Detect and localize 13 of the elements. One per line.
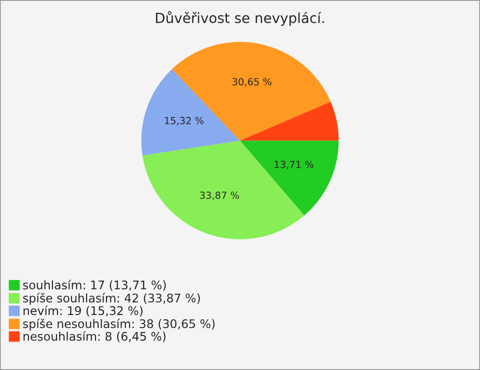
chart-title: Důvěřivost se nevyplácí. xyxy=(156,11,324,26)
legend-label: souhlasím: 17 (13,71 %) xyxy=(23,280,166,291)
pie-slice xyxy=(240,102,339,141)
data-label: 15,32 % xyxy=(164,116,204,126)
data-label: 13,71 % xyxy=(274,160,314,170)
legend-label: spíše nesouhlasím: 38 (30,65 %) xyxy=(23,318,215,330)
legend-label: spíše souhlasím: 42 (33,87 %) xyxy=(23,292,200,305)
data-label: 33,87 % xyxy=(200,192,239,200)
data-label: 30,65 % xyxy=(232,78,272,86)
pie-slice xyxy=(240,140,339,216)
pie-slice xyxy=(142,140,304,240)
legend-label: nesouhlasím: 8 (6,45 %) xyxy=(24,331,166,342)
legend-label: nevím: 19 (15,32 %) xyxy=(24,305,142,316)
